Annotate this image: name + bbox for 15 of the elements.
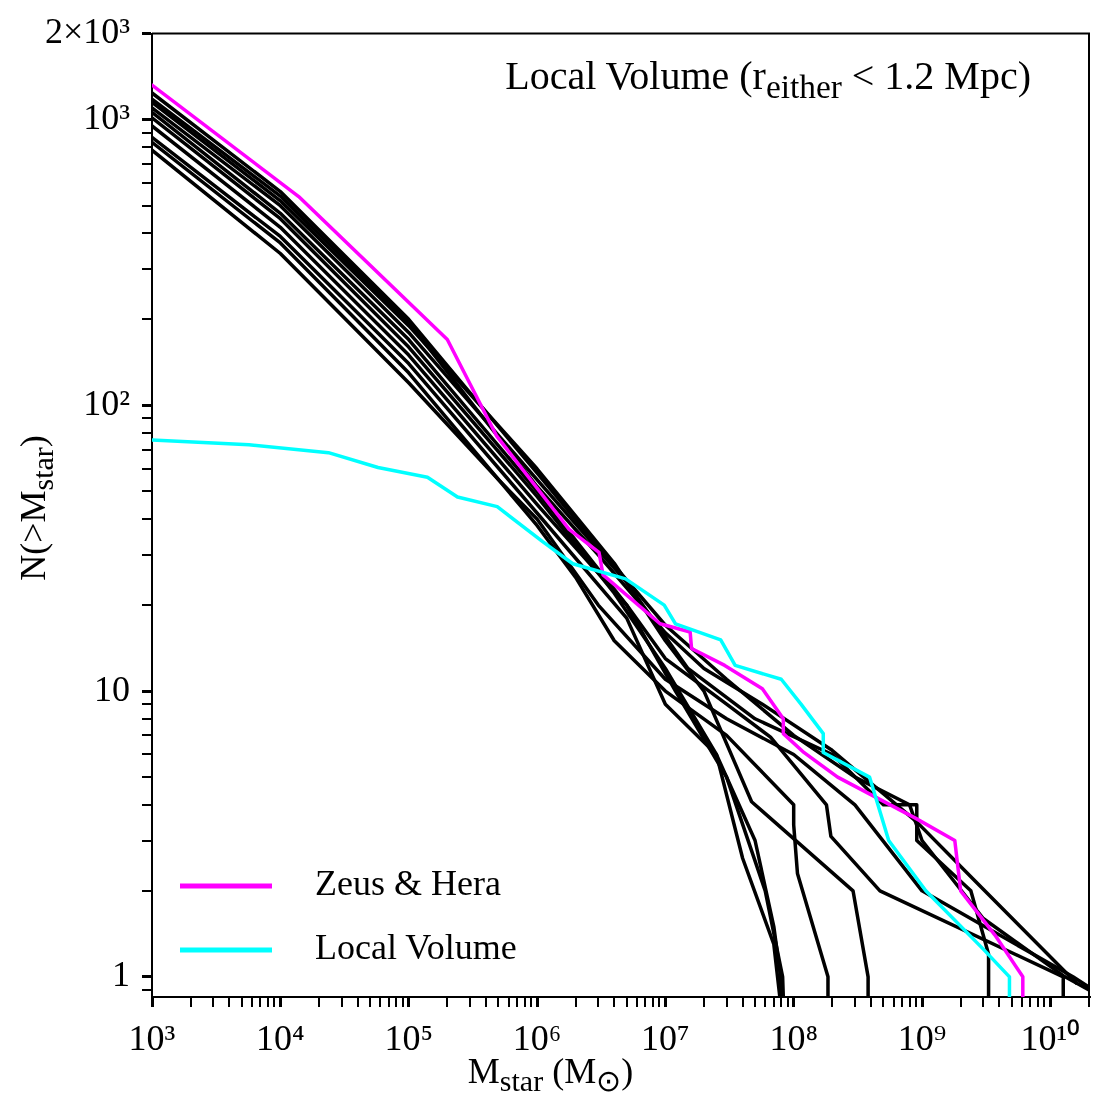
x-tick-label: 10³ bbox=[128, 1018, 176, 1059]
text: Local Volume (r$_{either}$ < 1.2 Mpc) bbox=[505, 52, 1031, 106]
legend-label: Zeus & Hera bbox=[315, 863, 501, 904]
x-tick-label: 10¹⁰ bbox=[1020, 1018, 1081, 1059]
x-tick-label: 10⁵ bbox=[384, 1018, 433, 1059]
legend-label: Local Volume bbox=[315, 927, 517, 968]
y-tick-label: 10² bbox=[83, 382, 130, 423]
x-tick-label: 10⁹ bbox=[897, 1018, 947, 1059]
x-tick-label: 10⁷ bbox=[641, 1018, 690, 1059]
x-tick-label: 10⁴ bbox=[256, 1018, 305, 1059]
y-tick-label: 1 bbox=[112, 954, 130, 995]
y-tick-label: 2×10³ bbox=[44, 11, 131, 52]
y-tick-label: 10 bbox=[94, 668, 130, 709]
x-tick-label: 10⁸ bbox=[769, 1018, 818, 1059]
y-tick-label: 10³ bbox=[83, 97, 131, 138]
